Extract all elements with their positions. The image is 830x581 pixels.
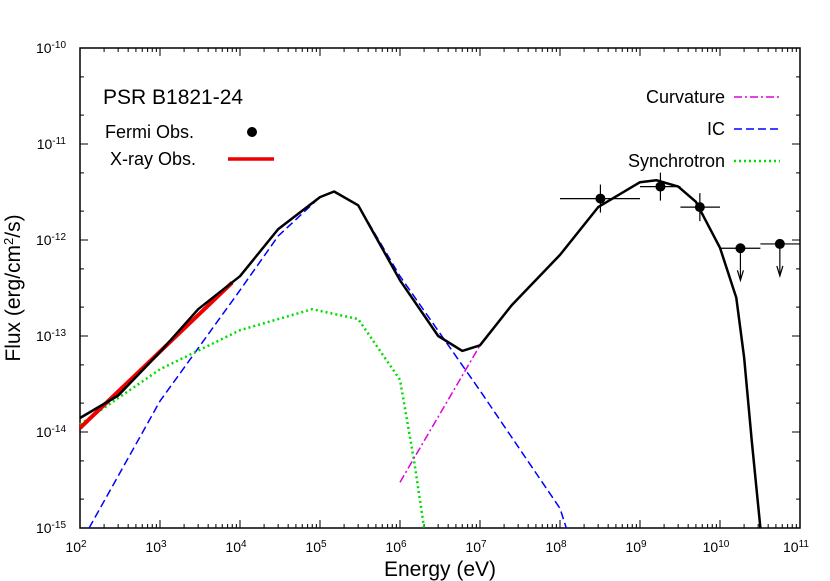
y-tick-label: 10-10 [36, 40, 66, 57]
y-tick-label: 10-11 [37, 136, 67, 153]
x-tick-label: 106 [385, 539, 407, 556]
x-tick-label: 1010 [703, 539, 730, 556]
fermi-data-point [694, 202, 705, 213]
y-tick-label: 10-13 [36, 328, 66, 345]
legend-synchrotron-label: Synchrotron [628, 151, 725, 171]
y-tick-label: 10-14 [36, 424, 66, 441]
x-tick-label: 102 [65, 539, 87, 556]
x-tick-label: 1011 [783, 539, 809, 556]
upper-limit-arrowhead [736, 270, 744, 283]
fermi-data-point [595, 193, 606, 204]
legend-curvature-label: Curvature [646, 87, 725, 107]
fermi-data-point [735, 243, 746, 254]
chart-title: PSR B1821-24 [103, 86, 243, 109]
upper-limit-arrowhead [776, 265, 784, 279]
series-ic-line [88, 190, 568, 529]
x-tick-label: 109 [625, 539, 647, 556]
fermi-data-point [774, 238, 785, 249]
x-tick-label: 107 [465, 539, 487, 556]
legend-ic-label: IC [707, 119, 725, 139]
legend-fermi-label: Fermi Obs. [105, 122, 194, 142]
y-tick-label: 10-15 [36, 520, 66, 537]
y-tick-label: 10-12 [36, 232, 66, 249]
x-tick-label: 104 [225, 539, 247, 556]
legend-xray-label: X-ray Obs. [110, 149, 196, 169]
x-axis-label: Energy (eV) [384, 558, 496, 581]
x-tick-label: 103 [145, 539, 167, 556]
y-axis-label: Flux (erg/cm2/s) [1, 214, 26, 361]
x-tick-label: 108 [545, 539, 567, 556]
legend-fermi-marker [247, 127, 257, 137]
x-tick-label: 105 [305, 539, 327, 556]
plot-frame [79, 47, 801, 529]
series-synchrotron-line [79, 307, 426, 529]
fermi-data-point [655, 181, 666, 192]
series-total-line [79, 178, 762, 529]
